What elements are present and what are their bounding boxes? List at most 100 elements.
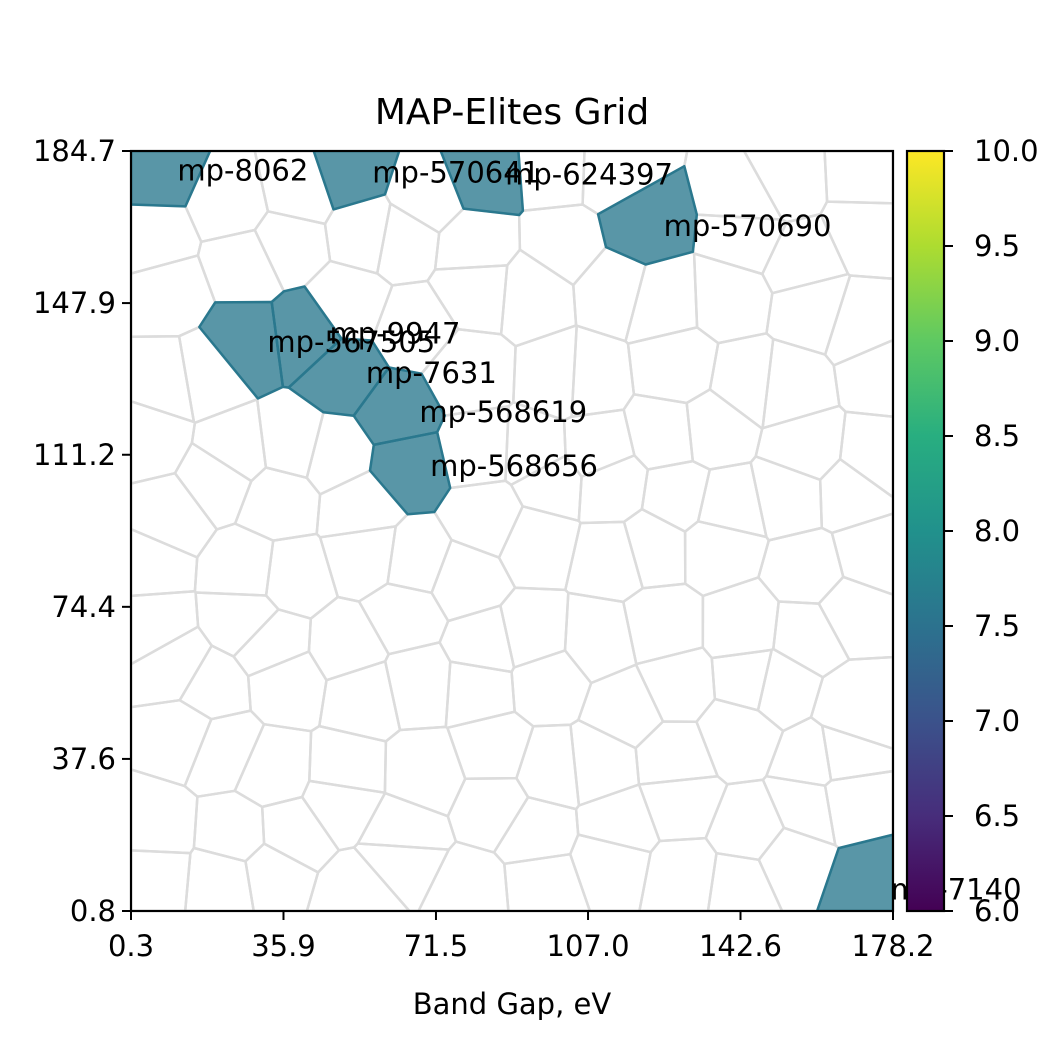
grid-cell	[701, 576, 780, 660]
grid-cell	[244, 842, 320, 911]
cell-label-mp-570641: mp-570641	[372, 156, 540, 190]
grid-cell	[574, 783, 661, 854]
grid-cell	[233, 722, 313, 809]
grid-cell	[622, 393, 695, 471]
x-tick-label: 71.5	[404, 929, 469, 963]
x-tick-label: 107.0	[547, 929, 630, 963]
cell-label-mp-9947: mp-9947	[330, 317, 461, 351]
grid-cell	[131, 849, 192, 911]
grid-cell	[444, 660, 516, 730]
y-tick-label: 184.7	[33, 134, 116, 168]
grid-cell	[193, 522, 275, 597]
x-tick-label: 0.3	[108, 929, 154, 963]
grid-cell	[194, 591, 280, 658]
colorbar-tick-label: 8.5	[974, 419, 1020, 453]
colorbar-tick-label: 7.0	[974, 704, 1020, 738]
grid-cell	[637, 774, 729, 843]
y-tick-label: 147.9	[33, 286, 116, 320]
grid-cell	[823, 274, 893, 367]
colorbar-tick-label: 9.5	[974, 229, 1020, 263]
y-axis-ticks: 0.8 37.6 74.4 111.2 147.9 184.7	[33, 134, 131, 928]
grid-cell	[499, 248, 578, 348]
grid-cell	[386, 510, 453, 595]
grid-cell	[683, 520, 771, 598]
cell-label-mp-568656: mp-568656	[430, 449, 598, 483]
cell-label-mp-567505: mp-567505	[267, 325, 435, 359]
grid-cell	[375, 202, 441, 287]
y-tick-label: 37.6	[51, 742, 116, 776]
grid-cell	[131, 589, 200, 666]
grid-cell	[515, 723, 581, 811]
grid-cell	[183, 846, 255, 911]
grid-cell	[173, 441, 253, 531]
grid-cell	[761, 337, 841, 430]
elite-cell-mp-570641	[312, 151, 401, 211]
elite-cell-mp-568656	[368, 430, 452, 516]
x-tick-label: 178.2	[851, 929, 934, 963]
grid-cell	[832, 338, 893, 418]
cell-label-mp-8062: mp-8062	[177, 153, 308, 187]
grid-cell	[383, 641, 452, 732]
cell-label-mp-7631: mp-7631	[366, 356, 497, 390]
grid-cell	[318, 525, 397, 603]
voronoi-grid	[131, 151, 893, 911]
elite-cell-mp-8062	[131, 151, 212, 208]
grid-cell	[178, 644, 252, 721]
chart-title: MAP-Elites Grid	[375, 92, 649, 133]
grid-cell	[706, 851, 784, 911]
x-tick-label: 35.9	[251, 929, 316, 963]
grid-cell	[696, 461, 768, 539]
elite-cells	[131, 151, 893, 911]
grid-cell	[568, 833, 652, 911]
grid-cell	[131, 334, 196, 424]
y-tick-label: 111.2	[33, 438, 116, 472]
grid-cell	[190, 398, 268, 483]
grid-cell	[638, 836, 718, 911]
grid-cell	[622, 507, 687, 590]
colorbar-tick-label: 7.5	[974, 609, 1020, 643]
x-axis-ticks: 0.3 35.9 71.5 107.0 142.6 178.2	[108, 911, 935, 963]
grid-cell	[131, 400, 197, 485]
colorbar-tick-label: 10.0	[974, 134, 1039, 168]
y-tick-label: 0.8	[70, 894, 116, 928]
grid-cell	[634, 720, 719, 786]
grid-cell	[569, 718, 641, 807]
colorbar-tick-label: 6.5	[974, 799, 1020, 833]
grid-cell	[823, 151, 893, 205]
grid-cell	[503, 852, 592, 911]
grid-cell	[253, 210, 332, 293]
y-tick-label: 74.4	[51, 590, 116, 624]
cell-label-mp-624397: mp-624397	[505, 158, 673, 192]
grid-cell	[417, 840, 510, 911]
grid-cell	[818, 457, 893, 535]
cell-label-mp-568619: mp-568619	[419, 395, 587, 429]
grid-cell	[838, 410, 893, 499]
colorbar-tick-label: 9.0	[974, 324, 1020, 358]
grid-cell	[564, 520, 644, 604]
plot-frame	[129, 149, 895, 913]
grid-cell	[622, 582, 705, 666]
grid-cell	[433, 207, 522, 271]
x-axis-label: Band Gap, eV	[413, 987, 612, 1021]
grid-cell	[817, 575, 893, 661]
elite-cell-mp-570690	[596, 164, 699, 266]
grid-cell	[704, 778, 786, 862]
colorbar-gradient	[907, 151, 944, 911]
cell-label-mp-570690: mp-570690	[664, 209, 832, 243]
grid-cell	[131, 527, 199, 598]
colorbar-tick-label: 8.0	[974, 514, 1020, 548]
colorbar-tick-label: 6.0	[974, 894, 1020, 928]
grid-cell	[356, 791, 458, 851]
grid-cell	[307, 595, 390, 682]
grid-cell	[692, 252, 774, 345]
grid-cell	[685, 388, 764, 471]
elite-cell-mp-7140	[815, 833, 893, 911]
grid-cell	[749, 455, 824, 542]
x-tick-label: 142.6	[699, 929, 782, 963]
grid-cell	[305, 846, 411, 911]
colorbar-ticks: 6.0 6.5 7.0 7.5 8.0 8.5 9.0 9.5 10.0	[944, 134, 1039, 928]
grid-cell	[499, 586, 570, 669]
